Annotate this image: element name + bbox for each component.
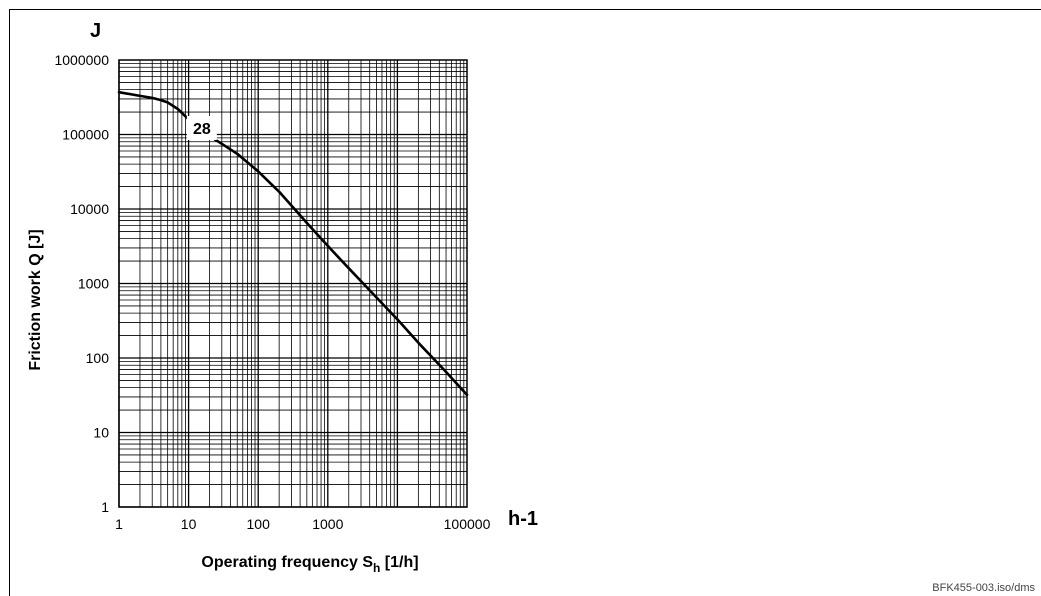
chart-frame: [9, 9, 1041, 596]
x-axis-title-sub: h: [373, 561, 380, 575]
chart-tick-labels: 1 10 100 1000 100000 1 10 100 1000 10000 100000 100…: [54, 52, 490, 532]
x-axis-title-main: Operating frequency S: [201, 554, 373, 571]
y-tick-label: 10000: [70, 201, 109, 217]
y-tick-label: 10: [93, 425, 109, 441]
series-label-background: [186, 115, 217, 140]
x-tick-label: 100: [247, 516, 271, 532]
x-axis-title-tail: [1/h]: [380, 554, 418, 571]
y-axis-unit: J: [90, 20, 101, 42]
series-label: 28: [193, 121, 211, 138]
y-tick-label: 100: [86, 350, 110, 366]
x-tick-label: 100000: [444, 516, 491, 532]
y-tick-label: 1: [101, 499, 109, 515]
x-axis-title: Operating frequency Sh [1/h]: [201, 554, 418, 575]
y-axis-title: Friction work Q [J]: [27, 229, 44, 370]
x-tick-label: 1: [115, 516, 123, 532]
chart-curves: 28: [117, 90, 469, 397]
x-tick-label: 10: [181, 516, 197, 532]
y-tick-label: 100000: [62, 127, 109, 143]
y-tick-label: 1000: [78, 276, 109, 292]
plot-border: [118, 59, 468, 508]
chart-grid: [118, 59, 468, 508]
figure-code: BFK455-003.iso/dms: [932, 582, 1035, 594]
x-axis-unit: h-1: [508, 508, 538, 530]
y-tick-label: 1000000: [54, 52, 109, 68]
series-line: [117, 90, 469, 397]
x-tick-label: 1000: [312, 516, 343, 532]
